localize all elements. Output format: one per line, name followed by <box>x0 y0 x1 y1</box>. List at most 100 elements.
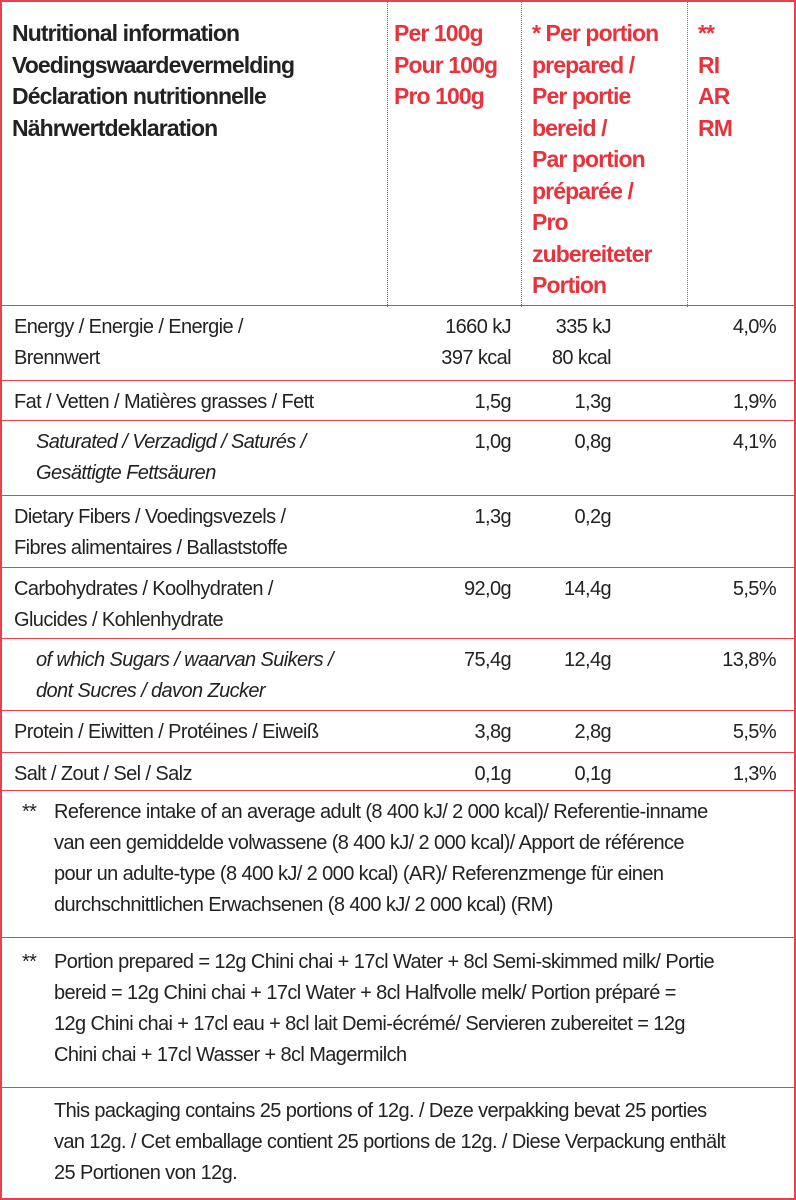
value-per-portion: 0,8g <box>574 427 611 458</box>
header-per-portion: * Per portion prepared / Per portie bereid … <box>532 18 659 302</box>
value-per-portion-line: 0,2g <box>574 506 611 528</box>
value-per-portion: 12,4g <box>563 645 612 676</box>
nutrient-label-line: dont Sucres / davon Zucker <box>36 680 266 702</box>
nutrient-label-line: Energy / Energie / Energie / <box>14 316 244 338</box>
header-title: Nutritional information Voedingswaardever… <box>12 18 295 144</box>
note-text: Portion prepared = 12g Chini chai + 17cl… <box>54 947 715 1071</box>
value-ri-line: 4,1% <box>732 431 777 453</box>
value-per-100g: 0,1g <box>474 759 511 790</box>
value-per-100g-line: 0,1g <box>474 763 511 785</box>
value-per-portion-line: 0,1g <box>574 763 611 785</box>
row-divider <box>2 752 794 753</box>
row-divider <box>2 790 794 791</box>
header-per-portion-line: préparée / <box>532 177 634 204</box>
value-per-portion: 0,2g <box>574 502 611 533</box>
row-divider <box>2 937 794 938</box>
value-per-100g: 92,0g <box>463 574 512 605</box>
note-text-line: van een gemiddelde volwassene (8 400 kJ/… <box>54 832 685 854</box>
header-ri-line: AR <box>698 83 730 109</box>
value-per-portion-line: 0,8g <box>574 431 611 453</box>
value-ri-line: 4,0% <box>732 316 777 338</box>
header-title-line: Nährwertdeklaration <box>12 114 218 141</box>
column-divider <box>521 2 522 307</box>
nutrient-label: Salt / Zout / Sel / Salz <box>14 759 193 790</box>
header-per-100g-line: Pro 100g <box>394 83 485 109</box>
value-per-portion: 335 kJ 80 kcal <box>552 312 612 374</box>
header-title-line: Déclaration nutritionnelle <box>12 83 267 109</box>
nutrient-label-line: Carbohydrates / Koolhydraten / <box>14 578 273 600</box>
note-text-line: Reference intake of an average adult (8 … <box>54 801 708 823</box>
row-divider <box>2 380 794 381</box>
nutrient-label-line: Saturated / Verzadigd / Saturés / <box>36 431 306 453</box>
header-ri-line: RM <box>698 114 733 141</box>
row-divider <box>2 567 794 568</box>
value-ri-line: 5,5% <box>732 578 777 600</box>
row-divider <box>2 495 794 496</box>
value-per-100g: 1,3g <box>474 502 511 533</box>
header-ri: ** RI AR RM <box>698 18 733 144</box>
packaging-text-line: van 12g. / Cet emballage contient 25 por… <box>54 1131 726 1153</box>
value-ri-line: 1,3% <box>732 763 777 785</box>
value-per-100g-line: 1,0g <box>474 431 511 453</box>
value-per-100g-line: 1660 kJ <box>445 316 511 338</box>
value-per-100g-line: 1,5g <box>474 391 511 413</box>
note-text-line: Chini chai + 17cl Wasser + 8cl Magermilc… <box>54 1044 407 1066</box>
value-per-100g-line: 3,8g <box>474 721 511 743</box>
header-per-100g-line: Pour 100g <box>394 51 498 78</box>
header-per-portion-line: Par portion <box>532 146 646 172</box>
note-text-line: bereid = 12g Chini chai + 17cl Water + 8… <box>54 982 676 1004</box>
value-per-100g: 1,5g <box>474 387 511 418</box>
header-title-line: Nutritional information <box>12 20 240 46</box>
value-per-100g-line: 1,3g <box>474 506 511 528</box>
nutrient-label-line: Fat / Vetten / Matières grasses / Fett <box>14 391 314 413</box>
value-per-100g-line: 397 kcal <box>441 347 511 369</box>
header-per-portion-line: Per portie <box>532 83 631 109</box>
nutrient-label-line: of which Sugars / waarvan Suikers / <box>36 649 334 671</box>
header-ri-line: ** <box>698 20 715 46</box>
header-per-portion-line: * Per portion <box>532 20 659 46</box>
nutrient-label-line: Protein / Eiwitten / Protéines / Eiweiß <box>14 721 319 743</box>
value-per-100g-line: 75,4g <box>463 649 512 671</box>
nutrient-label: Fat / Vetten / Matières grasses / Fett <box>14 387 314 418</box>
value-ri: 1,3% <box>732 759 777 790</box>
value-per-portion-line: 1,3g <box>574 391 611 413</box>
value-ri: 5,5% <box>732 574 777 605</box>
value-ri-line: 1,9% <box>732 391 777 413</box>
value-ri-line: 5,5% <box>732 721 777 743</box>
nutrient-label: Energy / Energie / Energie / Brennwert <box>14 312 244 374</box>
value-ri-line: 13,8% <box>722 649 776 671</box>
header-per-portion-line: prepared / <box>532 51 635 78</box>
value-per-portion-line: 2,8g <box>574 721 611 743</box>
value-per-portion: 14,4g <box>564 574 612 605</box>
row-divider <box>2 1087 794 1088</box>
row-divider <box>2 638 794 639</box>
value-per-portion-line: 12,4g <box>563 649 612 671</box>
header-per-portion-line: Portion <box>532 272 607 298</box>
note-marker: ** <box>22 947 37 978</box>
value-per-100g: 1660 kJ 397 kcal <box>441 312 511 374</box>
header-per-100g: Per 100g Pour 100g Pro 100g <box>394 18 498 113</box>
value-ri: 1,9% <box>732 387 777 418</box>
note-text-line: pour un adulte-type (8 400 kJ/ 2 000 kca… <box>54 863 664 885</box>
nutrient-label: Carbohydrates / Koolhydraten / Glucides /… <box>14 574 273 636</box>
note-text: Reference intake of an average adult (8 … <box>54 797 708 921</box>
value-per-portion: 0,1g <box>574 759 611 790</box>
nutrient-label-line: Glucides / Kohlenhydrate <box>14 609 224 631</box>
header-ri-line: RI <box>698 51 720 78</box>
packaging-text-line: 25 Portionen von 12g. <box>54 1162 238 1184</box>
value-per-portion-line: 335 kJ <box>555 316 612 338</box>
note-text-line: durchschnittlichen Erwachsenen (8 400 kJ… <box>54 894 553 916</box>
nutrient-label: Dietary Fibers / Voedingsvezels / Fibres … <box>14 502 288 564</box>
header-per-100g-line: Per 100g <box>394 20 484 46</box>
value-per-portion: 2,8g <box>574 717 611 748</box>
nutrient-label-line: Salt / Zout / Sel / Salz <box>14 763 193 785</box>
nutrient-label: of which Sugars / waarvan Suikers / dont … <box>36 645 334 707</box>
note-marker-line: ** <box>22 951 37 973</box>
nutrient-label: Protein / Eiwitten / Protéines / Eiweiß <box>14 717 319 748</box>
row-divider <box>2 420 794 421</box>
value-ri: 4,0% <box>732 312 777 343</box>
value-ri: 5,5% <box>732 717 777 748</box>
value-per-100g: 3,8g <box>474 717 511 748</box>
note-text-line: Portion prepared = 12g Chini chai + 17cl… <box>54 951 715 973</box>
value-per-100g-line: 92,0g <box>463 578 512 600</box>
